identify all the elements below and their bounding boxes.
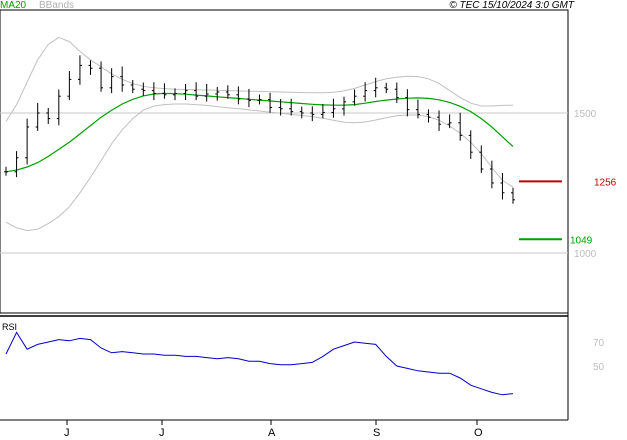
ma-legend-label: MA20 xyxy=(0,0,27,11)
bbands-upper-line xyxy=(5,36,514,122)
x-tick-label: J xyxy=(64,427,70,439)
support-label: 1049 xyxy=(570,235,593,246)
bbands-lower-line xyxy=(5,103,514,232)
rsi-line xyxy=(5,331,514,396)
price-tick-label: 1500 xyxy=(574,109,597,120)
x-tick-label: O xyxy=(474,427,483,439)
bbands-legend-label: BBands xyxy=(39,0,75,11)
price-tick-label: 1000 xyxy=(574,249,597,260)
bbands-legend: BBands xyxy=(39,0,74,12)
resistance-label: 1256 xyxy=(594,177,617,188)
ma-legend: MA20 xyxy=(0,0,26,12)
x-tick-label: A xyxy=(268,427,276,439)
x-tick-label: J xyxy=(159,427,165,439)
x-tick-label: S xyxy=(373,427,380,439)
rsi-title: RSI xyxy=(2,322,17,332)
ma20-line xyxy=(5,92,514,173)
copyright-text: © TEC 15/10/2024 3:0 GMT xyxy=(449,0,574,11)
rsi-tick-label: 70 xyxy=(593,338,605,349)
rsi-tick-label: 50 xyxy=(593,362,605,373)
price-bars xyxy=(4,55,515,204)
